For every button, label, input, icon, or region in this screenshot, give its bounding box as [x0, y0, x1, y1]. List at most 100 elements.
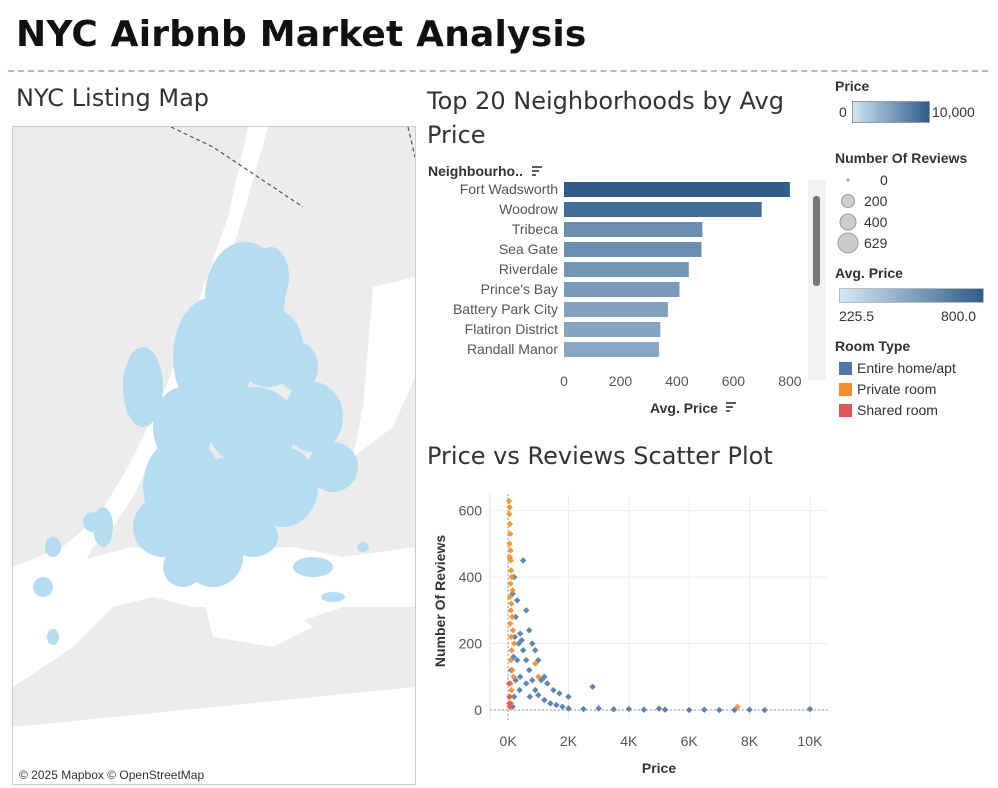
scatter-point[interactable] [529, 640, 536, 647]
bar[interactable] [564, 242, 702, 257]
scatter-point[interactable] [509, 627, 517, 634]
bar[interactable] [564, 322, 661, 337]
scatter-point[interactable] [508, 600, 515, 607]
scatter-point[interactable] [526, 627, 533, 634]
scatter-point[interactable] [518, 637, 525, 644]
scatter-point[interactable] [508, 613, 516, 621]
dashboard-title: NYC Airbnb Market Analysis [16, 14, 587, 55]
scatter-point[interactable] [640, 706, 648, 713]
sort-icon[interactable] [532, 166, 542, 176]
scatter-point[interactable] [516, 673, 524, 680]
scatter-point[interactable] [589, 683, 596, 690]
scatter-point[interactable] [507, 557, 515, 564]
bar[interactable] [564, 182, 790, 197]
scatter-point[interactable] [506, 693, 513, 700]
bar[interactable] [564, 222, 703, 237]
scatter-point[interactable] [610, 706, 617, 713]
scatter-point[interactable] [547, 700, 554, 707]
map-title: NYC Listing Map [16, 84, 210, 112]
roomtype-label-entire[interactable]: Entire home/apt [857, 360, 956, 376]
scatter-point[interactable] [685, 706, 693, 714]
scatter-point[interactable] [544, 680, 551, 687]
scatter-point[interactable] [506, 540, 513, 548]
sort-icon[interactable] [726, 402, 736, 412]
scatter-point[interactable] [508, 686, 515, 694]
scatter-point[interactable] [731, 706, 738, 714]
scatter-point[interactable] [519, 557, 527, 564]
map-canvas [13, 127, 415, 784]
map-credit: © 2025 Mapbox © OpenStreetMap [17, 768, 207, 782]
scatter-point[interactable] [508, 647, 515, 654]
bar[interactable] [564, 282, 680, 297]
bar[interactable] [564, 202, 762, 217]
scatter-point[interactable] [519, 647, 527, 654]
roomtype-swatch-shared[interactable] [839, 404, 852, 417]
scatter-point[interactable] [506, 504, 513, 511]
scatter-point[interactable] [506, 520, 514, 528]
scatter-point[interactable] [580, 705, 587, 713]
bar-category-label: Battery Park City [453, 301, 558, 317]
roomtype-legend-title: Room Type [835, 338, 911, 354]
scatter-point[interactable] [509, 587, 516, 594]
scatter-point[interactable] [532, 647, 539, 654]
scatter-point[interactable] [507, 580, 514, 587]
bar-x-label: Avg. Price [650, 400, 718, 416]
scatter-point[interactable] [523, 607, 530, 614]
scatter-point[interactable] [516, 630, 524, 637]
bar-category-label: Prince's Bay [481, 281, 558, 297]
scatter-point[interactable] [526, 693, 534, 700]
scatter-point[interactable] [716, 706, 723, 714]
avgprice-legend-min: 225.5 [839, 308, 875, 324]
scatter-point[interactable] [701, 706, 708, 713]
reviews-size-markers [837, 178, 859, 254]
scatter-point[interactable] [565, 705, 572, 712]
scatter-point[interactable] [516, 686, 523, 694]
roomtype-label-private[interactable]: Private room [857, 381, 937, 397]
bar[interactable] [564, 302, 668, 317]
scatter-point[interactable] [509, 666, 516, 674]
bar-category-label: Randall Manor [467, 341, 558, 357]
scatter-point[interactable] [553, 701, 560, 709]
scatter-point[interactable] [507, 547, 514, 554]
price-legend-min: 0 [839, 104, 847, 120]
roomtype-swatch-private[interactable] [839, 383, 852, 396]
scatter-point[interactable] [541, 696, 548, 704]
bar-category-label: Riverdale [499, 261, 558, 277]
scatter-point[interactable] [532, 686, 539, 694]
scatter-point[interactable] [625, 705, 633, 713]
scatter-point[interactable] [506, 593, 514, 601]
scatter-point[interactable] [556, 690, 563, 697]
bar-scrollbar-thumb[interactable] [813, 196, 820, 286]
roomtype-swatch-entire[interactable] [839, 362, 852, 375]
scatter-point[interactable] [550, 686, 557, 694]
scatter-point[interactable] [529, 676, 536, 684]
scatter-point[interactable] [595, 705, 602, 712]
scatter-point[interactable] [510, 640, 518, 647]
scatter-point[interactable] [506, 510, 513, 518]
scatter-point[interactable] [505, 497, 513, 505]
scatter-point[interactable] [661, 706, 669, 713]
nyc-listing-map[interactable]: © 2025 Mapbox © OpenStreetMap [12, 126, 416, 785]
scatter-point[interactable] [559, 703, 566, 710]
scatter-point[interactable] [806, 705, 814, 713]
scatter-point[interactable] [655, 705, 663, 712]
scatter-point[interactable] [532, 660, 539, 667]
scatter-point[interactable] [512, 613, 519, 621]
scatter-chart[interactable]: 0K 2K 4K 6K 8K 10K 0 200 400 600 Price Number Of … [426, 478, 830, 784]
scatter-x-tick: 2K [560, 733, 578, 749]
scatter-point[interactable] [507, 567, 515, 574]
scatter-point[interactable] [526, 666, 533, 674]
scatter-point[interactable] [565, 693, 572, 700]
scatter-point[interactable] [513, 597, 521, 604]
bar[interactable] [564, 342, 659, 357]
roomtype-label-shared[interactable]: Shared room [857, 402, 938, 418]
scatter-point[interactable] [523, 656, 530, 664]
scatter-point[interactable] [523, 680, 530, 687]
scatter-point[interactable] [507, 633, 515, 641]
scatter-point[interactable] [761, 706, 768, 714]
reviews-legend-item: 0 [880, 172, 888, 188]
scatter-point[interactable] [535, 691, 542, 699]
bar[interactable] [564, 262, 689, 277]
scatter-point[interactable] [746, 706, 753, 713]
bar-chart[interactable]: Neighbourho.. Fort Wadsworth Woodrow Tribe… [426, 158, 830, 420]
